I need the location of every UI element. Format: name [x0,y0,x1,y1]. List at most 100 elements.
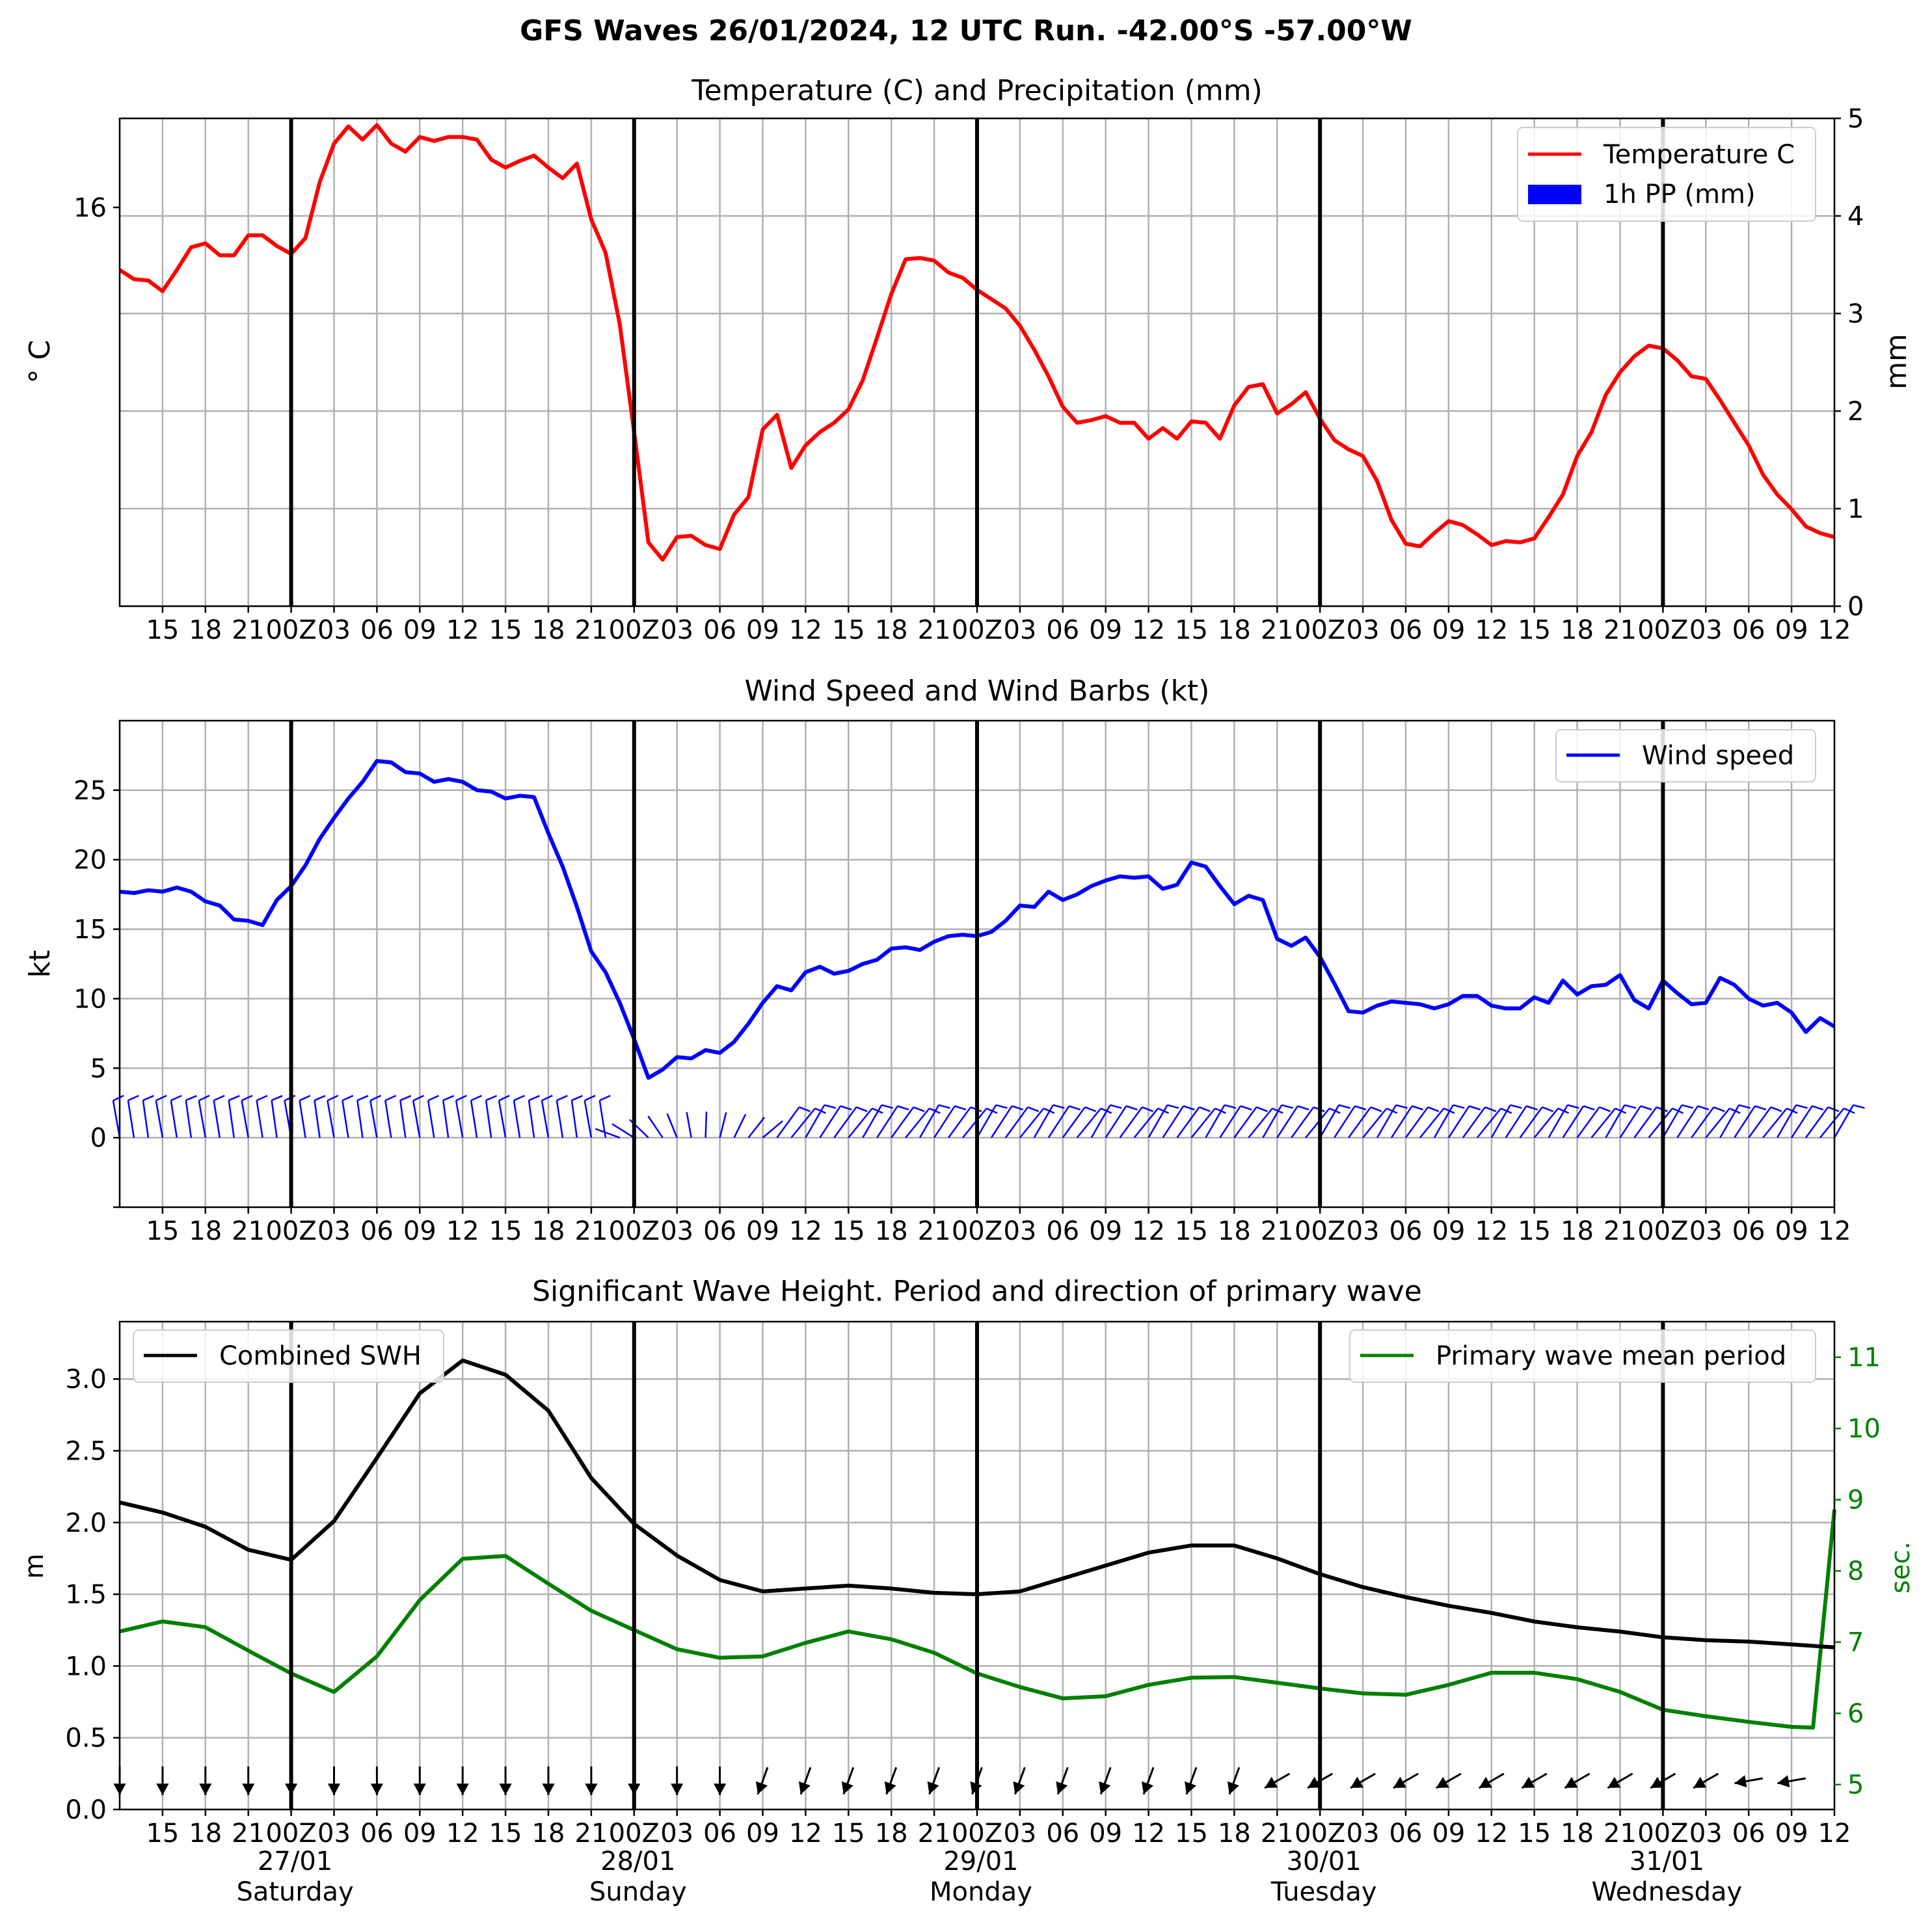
wind-barb-feather [1338,1104,1350,1109]
wind-barb-shaft [990,1105,1013,1138]
wind-barb-shaft [427,1100,435,1138]
wind-barb-shaft [1376,1104,1397,1138]
x-tick-label: 15 [832,1216,865,1246]
x-tick-label: 09 [746,1819,779,1849]
x-tick-label: 21 [574,615,608,645]
wave-arrow-head [1227,1781,1239,1795]
wind-barb-shaft [1233,1106,1257,1138]
swh-legend-box [133,1329,444,1383]
day-date-label: 27/01 [258,1847,332,1876]
wind-barb-feather [1510,1104,1522,1109]
x-tick-label: 12 [1475,615,1508,645]
wind-barb-feather [142,1095,154,1101]
x-tick-label: 15 [1175,1819,1208,1849]
x-tick-label: 03 [660,615,693,645]
wind-barb-shaft [1676,1105,1699,1138]
wind-barb-feather [412,1095,425,1102]
x-tick-label: 21 [918,1216,951,1246]
wave-arrow-head [841,1781,853,1795]
wind-barb-shaft [1419,1108,1445,1138]
wind-barb-feather [1770,1106,1782,1112]
wind-barb-shaft [891,1106,915,1138]
wind-barb-feather [498,1095,510,1102]
x-tick-label: 12 [1132,615,1165,645]
x-tick-label: 12 [1818,1216,1851,1246]
wind-barb-shaft [1404,1106,1429,1138]
wind-barb-feather [485,1095,498,1101]
wind-barb-shaft [241,1100,249,1138]
x-tick-label: 21 [918,615,951,645]
wind-barb-shaft [819,1105,842,1138]
wind-barb-shaft [299,1100,306,1138]
wind-barb-shaft [1777,1104,1797,1138]
x-tick-label: 03 [1347,1819,1380,1849]
wind-barb-shaft [399,1100,407,1138]
wind-barb-shaft [833,1106,857,1138]
wind-barb-shaft [1519,1106,1543,1138]
wind-barb-shaft [905,1108,930,1138]
x-tick-label: 21 [1603,615,1637,645]
x-tick-label: 06 [1046,1819,1079,1849]
wind-barb-feather [1395,1104,1408,1109]
wind-barb-feather [1281,1104,1294,1109]
x-tick-label: 00Z [1637,615,1688,645]
wave-arrow-head [884,1781,896,1795]
wind-barb-feather [1125,1105,1138,1111]
wave-arrow-head [499,1783,512,1795]
wind-barb-shaft [1505,1105,1527,1138]
wind-barb-shaft [1548,1104,1568,1138]
wind-barb-feather [271,1095,283,1101]
wind-barb-shaft [1462,1106,1486,1138]
wind-barb-feather [1427,1106,1440,1112]
wind-barb-shaft [1691,1106,1715,1138]
right-y-tick-label: 1 [1847,494,1864,524]
x-tick-label: 15 [832,615,865,645]
right-y-tick-label: 5 [1847,104,1864,134]
x-tick-label: 18 [1561,615,1594,645]
wind-barb-shaft [595,1128,621,1139]
wind-barb-feather [599,1095,611,1102]
wind-barb-shaft [1033,1104,1054,1138]
wind-barb-feather [314,1095,326,1101]
x-tick-label: 12 [789,1216,822,1246]
wind-barbs [112,1095,1865,1139]
wind-barb-feather [799,1106,811,1112]
wind-barb-shaft [541,1100,550,1138]
wind-barb-feather [556,1095,568,1102]
wind-barb-feather [356,1095,369,1101]
x-tick-label: 12 [1818,1819,1851,1849]
x-tick-label: 15 [146,1216,179,1246]
wind-barb-shaft [1605,1104,1626,1138]
x-tick-label: 09 [1775,1819,1808,1849]
wind-ylabel: kt [23,950,57,978]
wave-direction-arrows [113,1766,1806,1795]
wind-barb-shaft [1590,1108,1617,1138]
period-line [119,1509,1836,1730]
x-tick-label: 15 [489,615,522,645]
wind-barb-shaft [1705,1108,1730,1138]
wind-barb-shaft [1562,1105,1585,1138]
wind-barb-shaft [862,1104,883,1138]
x-tick-label: 00Z [1637,1819,1688,1849]
wind-barb-shaft [228,1100,235,1138]
right-y-tick-label: 6 [1847,1699,1864,1729]
wind-barb-feather [155,1095,167,1102]
right-y-tick-label: 10 [1847,1414,1881,1444]
wind-barb-shaft [485,1100,492,1138]
wind-barb-feather [427,1095,440,1102]
wind-barb-feather [198,1095,210,1102]
wind-barb-shaft [848,1108,873,1138]
wind-barb-shaft [327,1100,335,1138]
wave-arrow-head [1265,1776,1278,1788]
wind-barb-feather [113,1095,124,1102]
x-tick-label: 18 [532,1216,565,1246]
wind-barb-shaft [1219,1105,1242,1138]
x-tick-label: 18 [532,1819,565,1849]
x-tick-label: 21 [1603,1819,1637,1849]
swh-legend-label: Combined SWH [219,1341,422,1371]
wind-barb-shaft [790,1108,816,1138]
wind-legend-label: Wind speed [1642,741,1794,771]
wind-barb-shaft [1762,1108,1788,1138]
x-tick-label: 15 [146,1819,179,1849]
